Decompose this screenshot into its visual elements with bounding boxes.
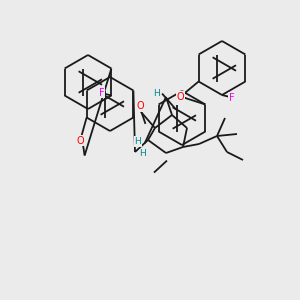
Text: O: O [177,92,184,101]
Text: H: H [140,149,146,158]
Text: F: F [229,93,235,103]
Text: O: O [77,136,84,146]
Text: H: H [153,88,159,98]
Text: O: O [136,101,144,111]
Text: H: H [134,137,141,146]
Text: F: F [99,88,104,98]
